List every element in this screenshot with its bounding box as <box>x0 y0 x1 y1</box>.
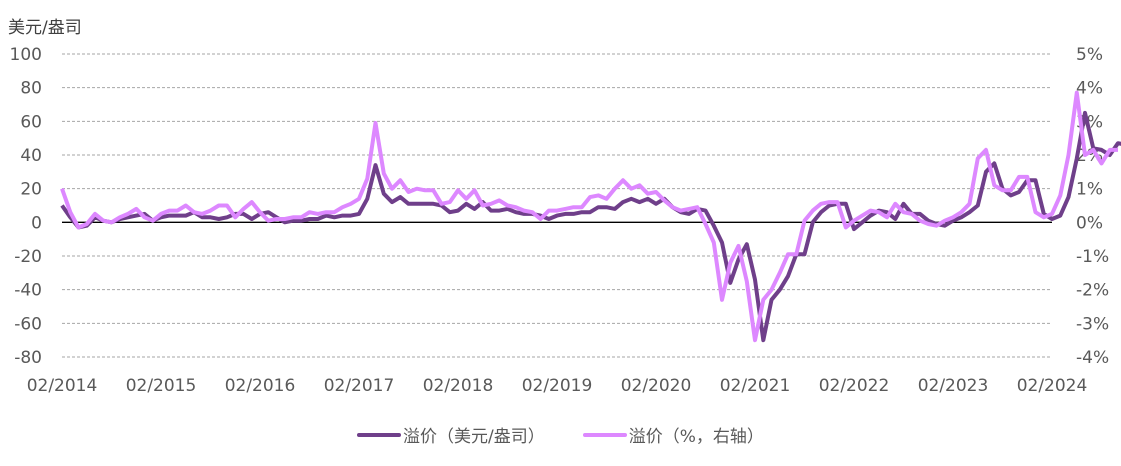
x-axis: 02/2014 02/2015 02/2016 02/2017 02/2018 02/20… <box>27 376 1088 396</box>
series-pct-premium-line <box>60 90 1118 343</box>
right-tick-label: 5% <box>1076 45 1103 65</box>
legend-label: 溢价（美元/盎司） <box>403 427 545 447</box>
left-tick-label: -40 <box>14 281 42 301</box>
right-tick-label: -4% <box>1076 348 1109 368</box>
legend-swatch-light-purple <box>582 432 627 437</box>
x-tick-label: 02/2020 <box>621 376 692 396</box>
x-tick-label: 02/2021 <box>720 376 791 396</box>
x-tick-label: 02/2015 <box>126 376 197 396</box>
x-tick-label: 02/2022 <box>819 376 890 396</box>
left-tick-label: 60 <box>20 112 42 132</box>
x-tick-label: 02/2014 <box>27 376 98 396</box>
x-tick-label: 02/2016 <box>225 376 296 396</box>
left-tick-label: -20 <box>14 247 42 267</box>
right-tick-label: 1% <box>1076 180 1103 200</box>
x-tick-label: 02/2024 <box>1017 376 1088 396</box>
x-tick-label: 02/2023 <box>918 376 989 396</box>
left-tick-label: 40 <box>20 146 42 166</box>
legend-swatch-dark-purple <box>357 432 402 437</box>
x-tick-label: 02/2019 <box>522 376 593 396</box>
left-tick-label: 20 <box>20 180 42 200</box>
right-y-axis: 5%4%3%2%1%0%-1%-2%-3%-4% <box>1076 45 1109 368</box>
left-tick-label: 100 <box>10 45 42 65</box>
legend-label: 溢价（%，右轴） <box>628 427 764 447</box>
left-tick-label: 80 <box>20 79 42 99</box>
right-tick-label: 0% <box>1076 213 1103 233</box>
left-tick-label: -60 <box>14 314 42 334</box>
legend-item-pct-premium: 溢价（%，右轴） <box>582 422 764 447</box>
left-tick-label: -80 <box>14 348 42 368</box>
right-tick-label: -1% <box>1076 247 1109 267</box>
series-usd-premium-line <box>60 110 1121 343</box>
left-tick-label: 0 <box>31 213 42 233</box>
right-tick-label: -3% <box>1076 314 1109 334</box>
legend-item-usd-premium: 溢价（美元/盎司） <box>357 422 545 447</box>
series-lines <box>60 90 1121 343</box>
x-tick-label: 02/2018 <box>423 376 494 396</box>
legend: 溢价（美元/盎司） 溢价（%，右轴） <box>0 422 1121 447</box>
right-tick-label: 4% <box>1076 79 1103 99</box>
left-y-axis: 100 80 60 40 20 0 -20 -40 -60 -80 <box>10 45 42 368</box>
left-axis-unit-label: 美元/盎司 <box>8 18 82 38</box>
x-tick-label: 02/2017 <box>324 376 395 396</box>
right-tick-label: -2% <box>1076 281 1109 301</box>
gridlines <box>62 53 1052 358</box>
